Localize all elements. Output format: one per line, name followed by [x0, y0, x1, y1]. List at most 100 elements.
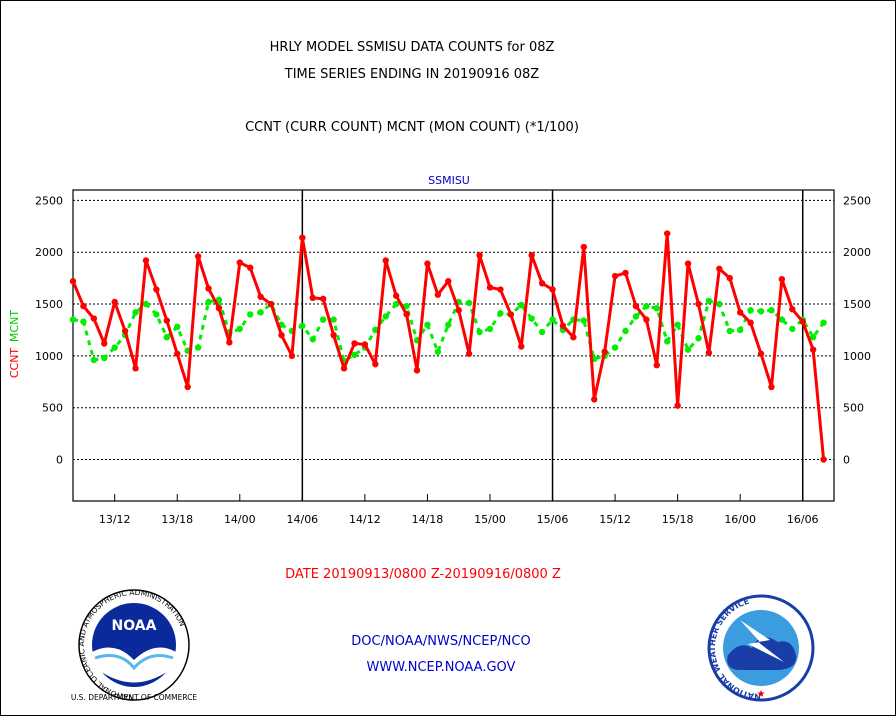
x-tick-label: 15/12: [599, 513, 631, 526]
data-point-mcnt: [622, 327, 629, 335]
data-point-mcnt: [215, 296, 223, 304]
data-point-ccnt: [445, 278, 452, 285]
plot-frame: [72, 189, 835, 502]
data-point-mcnt: [392, 300, 400, 308]
y-tick-label-right: 500: [843, 402, 864, 415]
data-point-ccnt: [601, 348, 608, 355]
noaa-ring-text-bottom: U.S. DEPARTMENT OF COMMERCE: [71, 693, 198, 702]
data-point-mcnt: [69, 316, 77, 323]
y-tick-label-right: 2000: [843, 246, 871, 259]
data-point-mcnt: [299, 322, 306, 330]
y-tick-label-right: 1500: [843, 298, 871, 311]
data-point-mcnt: [247, 311, 254, 318]
x-tick-label: 13/12: [99, 513, 131, 526]
grid-layer: [73, 190, 834, 501]
data-point-mcnt: [653, 304, 660, 312]
data-point-ccnt: [236, 259, 243, 266]
series-layer: [69, 230, 827, 463]
data-point-mcnt: [695, 335, 702, 342]
data-point-mcnt: [205, 298, 212, 306]
data-point-mcnt: [445, 321, 452, 328]
data-point-mcnt: [434, 348, 442, 355]
data-point-ccnt: [695, 300, 702, 308]
data-point-mcnt: [132, 309, 139, 316]
data-point-mcnt: [111, 344, 118, 351]
x-tick-label: 16/06: [787, 513, 819, 526]
url-line: WWW.NCEP.NOAA.GOV: [367, 660, 516, 675]
data-point-ccnt: [455, 307, 462, 314]
y-tick-label-left: 1500: [35, 298, 63, 311]
data-point-mcnt: [538, 328, 546, 336]
x-tick-label: 15/06: [537, 513, 569, 526]
data-point-ccnt: [809, 346, 817, 353]
y-tick-label-right: 1000: [843, 350, 871, 363]
data-point-mcnt: [174, 323, 181, 331]
org-line: DOC/NOAA/NWS/NCEP/NCO: [351, 634, 530, 649]
data-point-ccnt: [768, 383, 775, 391]
data-point-ccnt: [757, 350, 765, 357]
data-point-ccnt: [789, 306, 796, 313]
data-point-ccnt: [121, 327, 129, 335]
data-point-ccnt: [580, 243, 588, 251]
x-tick-label: 15/00: [474, 513, 506, 526]
data-point-mcnt: [664, 338, 671, 345]
noaa-logo: NOAA NATIONAL OCEANIC AND ATMOSPHERIC AD…: [71, 588, 198, 702]
data-point-ccnt: [726, 274, 733, 282]
data-point-ccnt: [486, 284, 494, 291]
data-point-mcnt: [549, 316, 556, 323]
data-point-mcnt: [726, 327, 733, 335]
data-point-ccnt: [226, 339, 233, 346]
x-tick-labels: 13/12 13/18 14/00 14/06 14/12 14/18 15/00 15/06…: [99, 513, 819, 526]
data-point-mcnt: [736, 326, 744, 334]
data-point-mcnt: [476, 328, 483, 336]
data-point-mcnt: [319, 316, 327, 323]
data-point-mcnt: [632, 313, 640, 320]
title-line-1: HRLY MODEL SSMISU DATA COUNTS for 08Z: [270, 40, 555, 55]
data-point-mcnt: [674, 321, 681, 328]
data-point-mcnt: [643, 302, 650, 310]
data-point-ccnt: [153, 286, 160, 293]
data-point-ccnt: [413, 367, 421, 374]
data-point-ccnt: [111, 298, 118, 306]
data-point-ccnt: [559, 322, 567, 330]
data-point-mcnt: [424, 321, 431, 328]
data-point-ccnt: [163, 317, 171, 324]
data-point-mcnt: [142, 300, 150, 308]
nws-logo: NATIONAL WEATHER SERVICE ★: [707, 594, 815, 702]
data-point-ccnt: [465, 350, 473, 357]
data-point-ccnt: [611, 272, 619, 280]
data-point-ccnt: [705, 349, 713, 356]
y-tick-labels: 0 0 500 500 1000 1000 1500 1500 2000 2000 2500 2500: [35, 194, 871, 466]
legend-line: CCNT (CURR COUNT) MCNT (MON COUNT) (*1/1…: [245, 120, 579, 135]
data-point-ccnt: [215, 304, 223, 312]
data-point-mcnt: [80, 318, 87, 325]
y-tick-label-left: 2500: [35, 194, 63, 207]
data-point-mcnt: [382, 313, 389, 320]
data-point-mcnt: [372, 326, 379, 334]
y-tick-label-left: 500: [42, 402, 63, 415]
data-point-mcnt: [194, 344, 202, 351]
data-point-ccnt: [319, 295, 327, 303]
data-point-mcnt: [684, 346, 692, 353]
data-point-mcnt: [403, 302, 410, 310]
data-point-mcnt: [90, 356, 98, 364]
data-point-ccnt: [434, 291, 442, 298]
data-point-ccnt: [736, 309, 744, 316]
noaa-logo-text: NOAA: [112, 618, 157, 634]
data-point-ccnt: [132, 365, 139, 372]
data-point-mcnt: [747, 307, 754, 314]
data-point-ccnt: [747, 319, 754, 326]
data-point-mcnt: [528, 315, 535, 322]
ylabel-mcnt: MCNT: [8, 310, 21, 342]
data-point-mcnt: [163, 334, 171, 341]
x-tick-label: 15/18: [662, 513, 694, 526]
x-tick-label: 14/12: [349, 513, 381, 526]
data-point-mcnt: [236, 325, 243, 333]
data-point-ccnt: [205, 285, 212, 292]
data-point-ccnt: [267, 300, 275, 308]
data-point-ccnt: [664, 230, 671, 237]
data-point-mcnt: [330, 316, 337, 323]
title-line-2: TIME SERIES ENDING IN 20190916 08Z: [284, 67, 540, 82]
